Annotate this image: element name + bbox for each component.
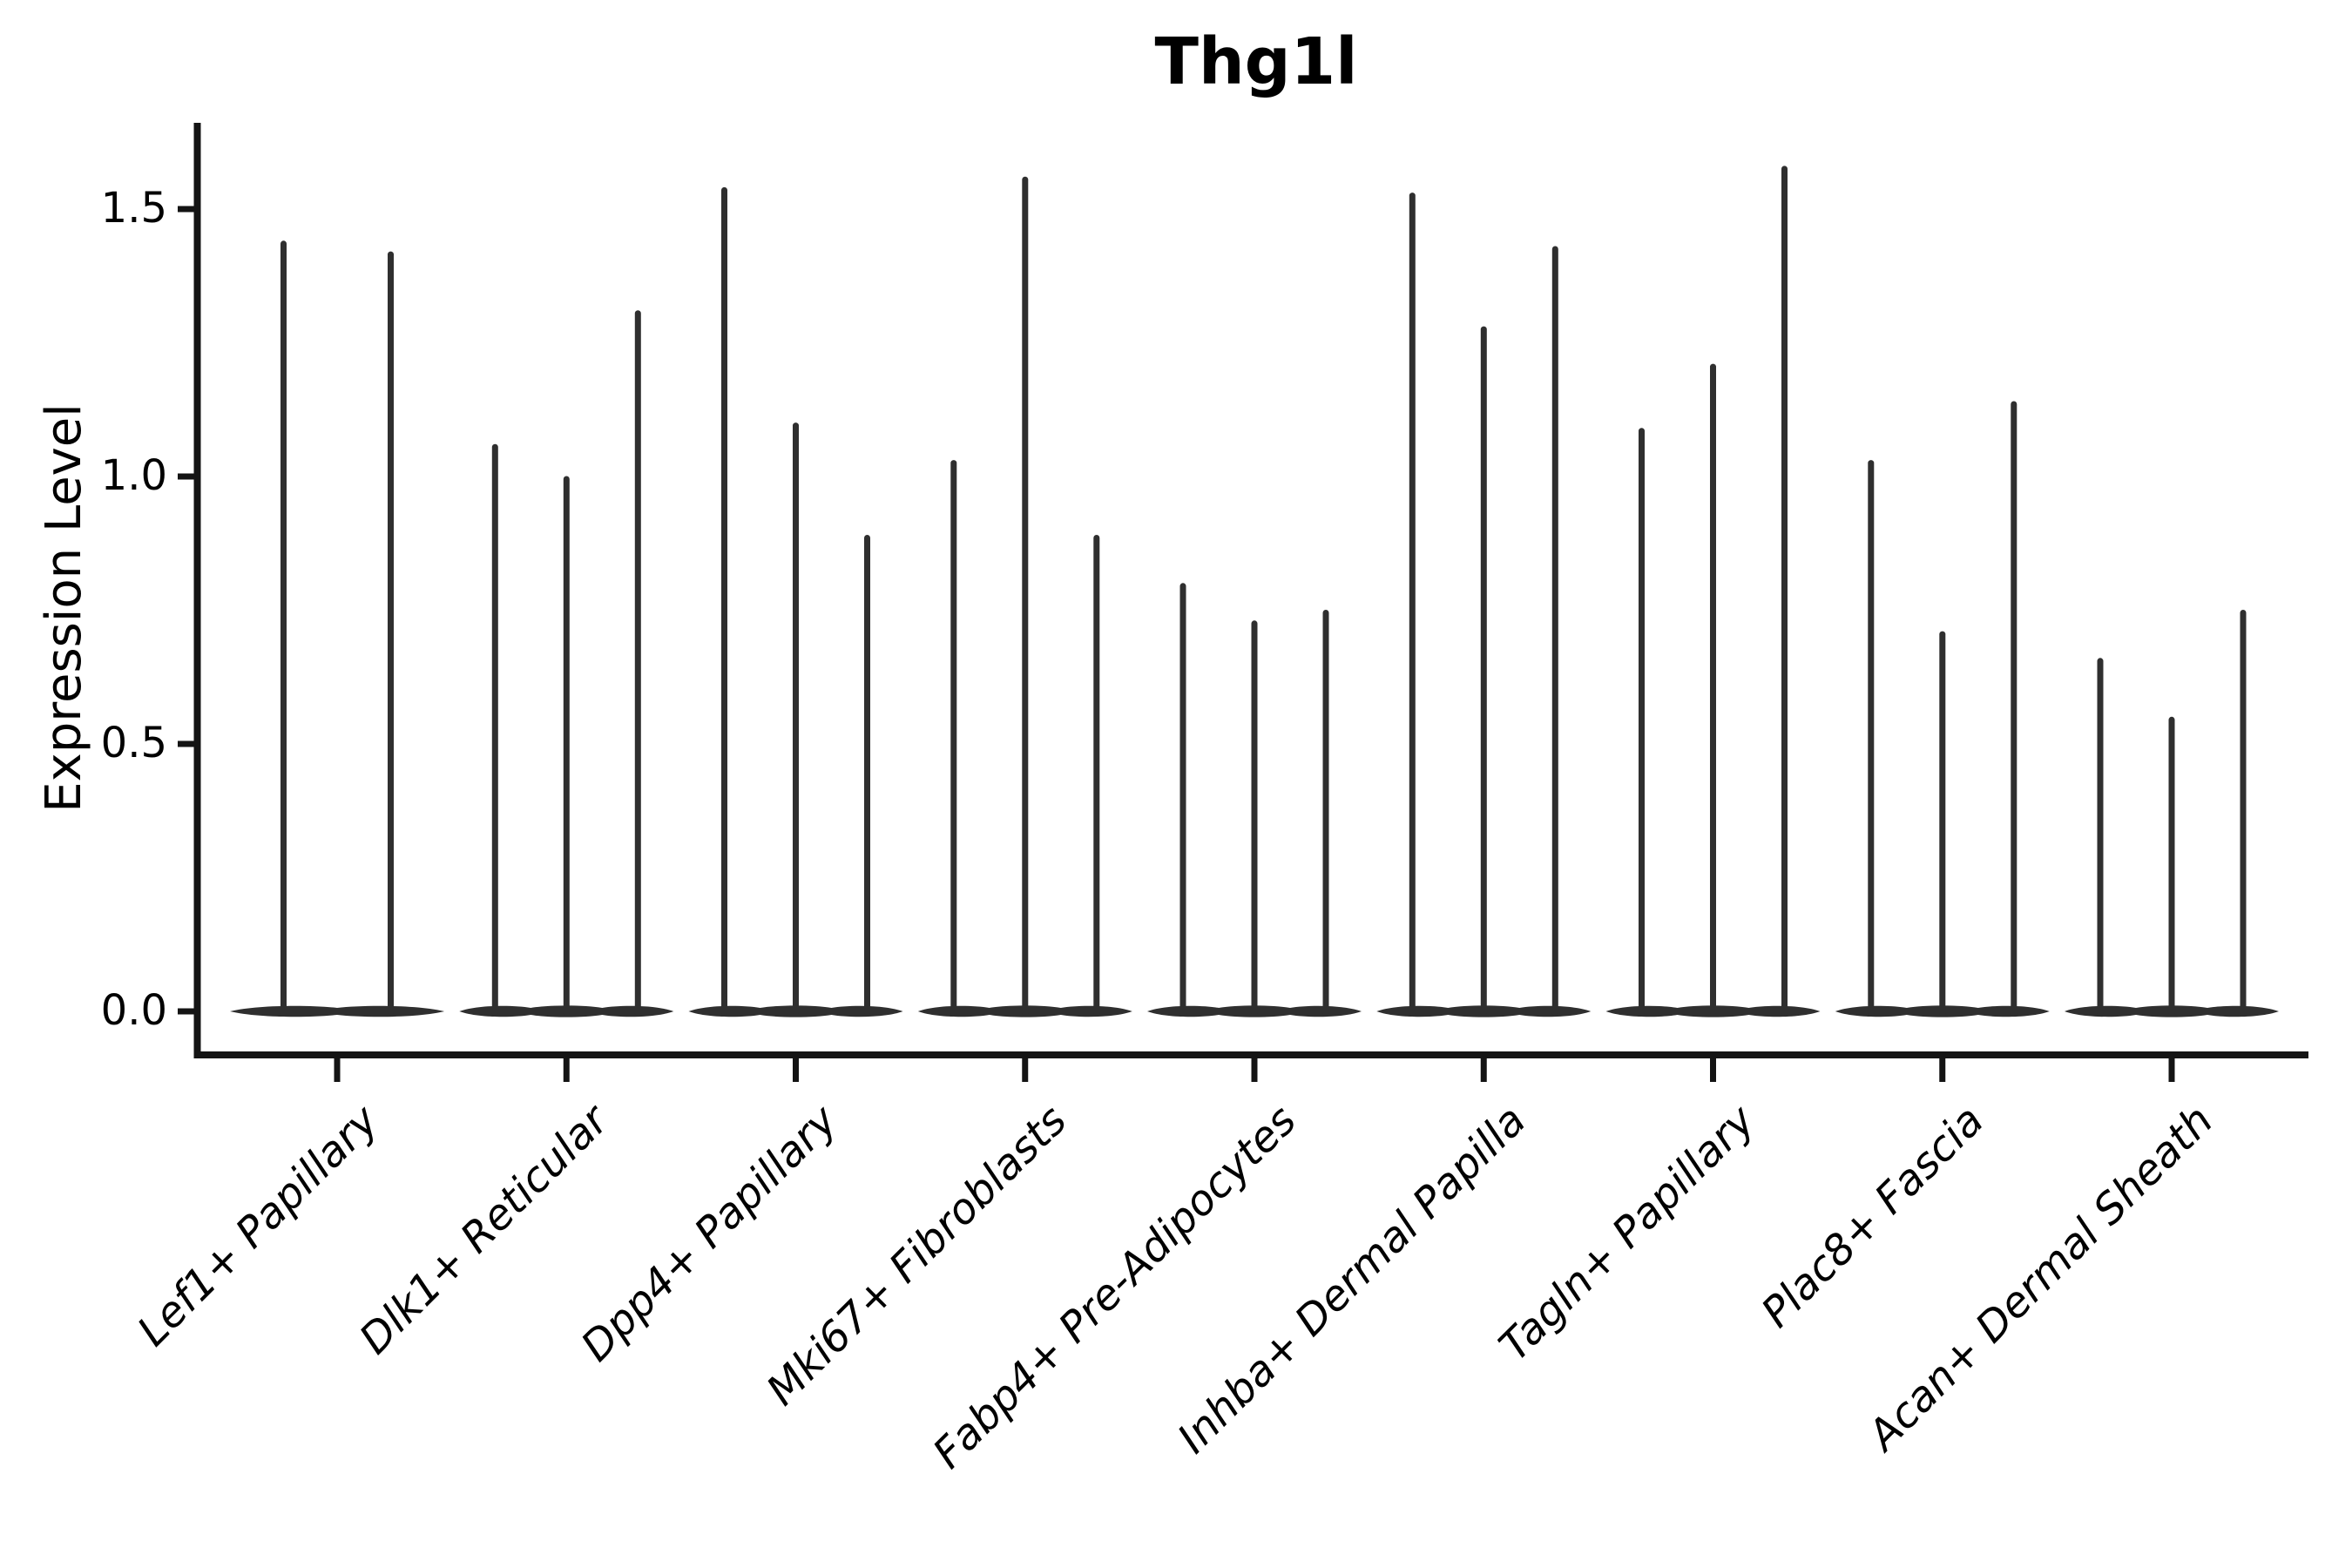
y-tick-label: 1.5: [100, 184, 167, 233]
violin-group-4: [1147, 583, 1362, 1017]
violin-group-0: [230, 240, 444, 1017]
y-axis-label: Expression Level: [36, 403, 92, 813]
violin-group-6: [1605, 166, 1821, 1017]
violin-group-3: [917, 176, 1132, 1017]
violin-base: [230, 1005, 444, 1017]
violin-group-8: [2065, 610, 2279, 1017]
y-tick-label: 0.0: [100, 986, 167, 1035]
violin-group-2: [688, 186, 903, 1017]
violin-group-1: [459, 310, 674, 1017]
violin-group-5: [1376, 193, 1592, 1017]
y-tick-label: 0.5: [100, 719, 167, 767]
violin-group-7: [1835, 401, 2050, 1017]
chart-title: Thg1l: [1154, 24, 1358, 99]
y-tick-label: 1.0: [100, 451, 167, 500]
